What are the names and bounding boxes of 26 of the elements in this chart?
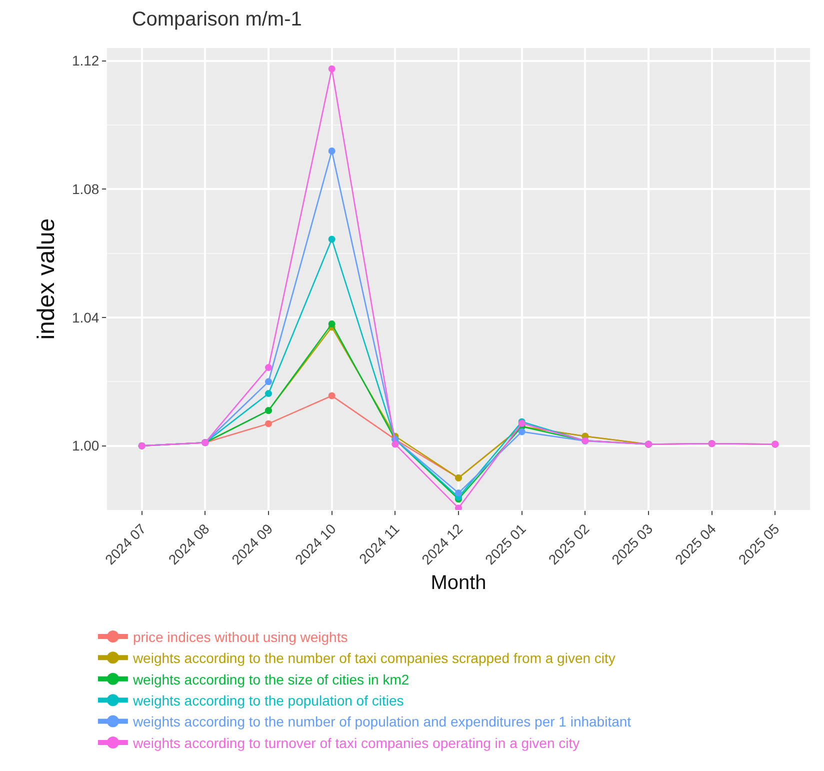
point [328,236,336,243]
point [518,428,526,436]
point [328,392,336,400]
y-tick-label: 1.08 [72,181,100,198]
chart-title: Comparison m/m-1 [132,8,302,31]
point [455,490,462,496]
legend-label: weights according to the number of population and expenditures per 1 inhabitant [132,714,632,730]
x-axis-title: Month [430,572,486,594]
legend-label: weights according to the population of cities [132,692,404,709]
y-tick-label: 1.04 [72,309,100,326]
legend-label: weights according to turnover of taxi companies operating in a given city [132,734,580,751]
point [328,147,336,154]
point [265,378,272,386]
legend-label: price indices without using weights [132,628,348,645]
point [328,65,336,72]
point [392,440,399,448]
legend-label: weights according to the size of cities in km2 [132,671,410,688]
legend-label: weights according to the number of taxi companies scrapped from a given city [132,650,616,666]
y-axis-title: index value [33,218,60,340]
y-tick-label: 1.12 [72,52,100,69]
point [455,504,462,510]
point [265,364,272,372]
point [265,420,272,428]
y-tick-label: 1.00 [72,438,100,454]
point [328,320,336,328]
point [265,390,272,398]
